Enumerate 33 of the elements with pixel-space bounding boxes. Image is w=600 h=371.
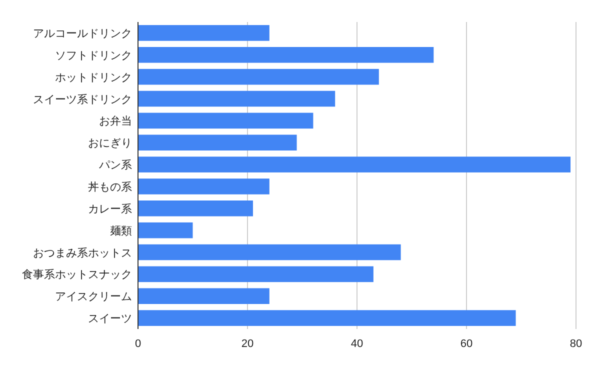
x-tick-label: 0 — [134, 338, 142, 350]
x-tick-label: 60 — [460, 338, 473, 350]
y-tick-label: パン系 — [98, 158, 132, 172]
bar — [138, 68, 379, 85]
y-tick-label: ホットドリンク — [55, 72, 132, 84]
y-tick-label: スイーツ系ドリンク — [33, 92, 132, 106]
bar — [138, 310, 516, 326]
y-tick-label: お弁当 — [99, 114, 132, 128]
bar — [138, 134, 297, 150]
y-tick-label: アイスクリーム — [55, 291, 132, 304]
y-tick-label: カレー系 — [88, 202, 132, 216]
y-tick-label: 食事系ホットスナック — [22, 268, 132, 282]
bar — [138, 90, 336, 107]
y-tick-label: おにぎり — [88, 138, 132, 150]
bar — [138, 112, 314, 129]
bar — [138, 200, 253, 216]
bar — [138, 178, 270, 194]
y-tick-label: スイーツ — [88, 313, 132, 326]
y-tick-label: おつまみ系ホットス — [33, 246, 132, 260]
bar — [138, 266, 374, 282]
y-tick-label: 丼もの系 — [88, 180, 132, 194]
bar — [138, 156, 571, 172]
x-tick-label: 80 — [570, 338, 582, 350]
x-tick-label: 20 — [241, 338, 254, 350]
y-tick-label: ソフトドリンク — [55, 50, 132, 62]
y-tick-label: 麺類 — [110, 225, 132, 238]
y-tick-label: アルコールドリンク — [33, 28, 132, 40]
bar — [138, 288, 270, 304]
x-tick-label: 40 — [350, 338, 364, 350]
bar — [138, 25, 270, 41]
bar — [138, 47, 434, 63]
bar — [138, 244, 401, 260]
bar — [138, 222, 193, 238]
